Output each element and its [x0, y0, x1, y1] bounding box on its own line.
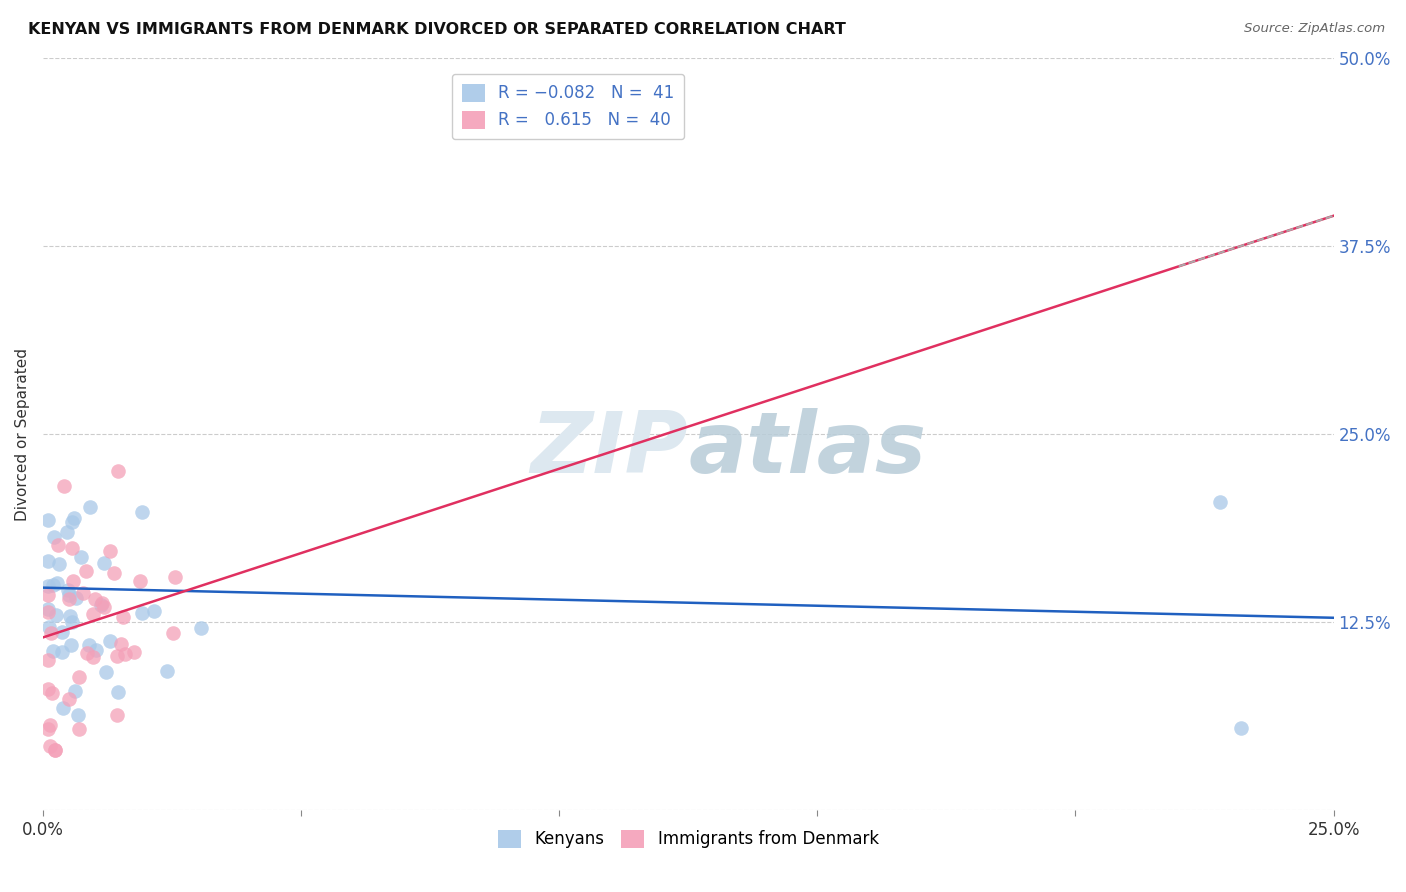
Point	[38, 620, 60, 634]
Point	[46, 538, 69, 552]
Point	[486, 111, 509, 125]
Point	[131, 606, 153, 620]
Point	[93, 599, 115, 614]
Point	[165, 570, 187, 584]
Point	[37, 554, 59, 568]
Point	[84, 643, 107, 657]
Point	[52, 479, 75, 493]
Point	[105, 708, 128, 723]
Point	[79, 500, 101, 515]
Point	[46, 575, 69, 590]
Point	[67, 670, 90, 684]
Point	[56, 525, 79, 540]
Y-axis label: Divorced or Separated: Divorced or Separated	[15, 348, 30, 521]
Point	[65, 591, 87, 605]
Text: Source: ZipAtlas.com: Source: ZipAtlas.com	[1244, 22, 1385, 36]
Point	[190, 621, 212, 635]
Point	[51, 624, 73, 639]
Point	[37, 652, 59, 666]
Point	[156, 664, 179, 678]
Point	[41, 686, 63, 700]
Point	[84, 592, 107, 607]
Point	[38, 717, 60, 731]
Point	[39, 626, 62, 640]
Point	[105, 648, 128, 663]
Point	[45, 608, 67, 623]
Point	[37, 579, 59, 593]
Point	[67, 722, 90, 736]
Point	[58, 588, 80, 602]
Point	[37, 588, 59, 602]
Point	[52, 700, 75, 714]
Point	[60, 541, 83, 555]
Point	[100, 634, 122, 648]
Point	[67, 707, 90, 722]
Legend: Kenyans, Immigrants from Denmark: Kenyans, Immigrants from Denmark	[491, 822, 886, 855]
Point	[93, 557, 115, 571]
Point	[48, 558, 70, 572]
Point	[107, 685, 129, 699]
Point	[60, 515, 83, 529]
Point	[112, 610, 135, 624]
Point	[82, 607, 104, 621]
Point	[162, 625, 184, 640]
Point	[1209, 495, 1232, 509]
Text: atlas: atlas	[689, 408, 927, 491]
Point	[56, 582, 79, 597]
Point	[37, 601, 59, 615]
Point	[62, 574, 84, 588]
Point	[72, 586, 94, 600]
Point	[42, 578, 65, 592]
Point	[58, 692, 80, 706]
Point	[58, 592, 80, 607]
Text: ZIP: ZIP	[530, 408, 689, 491]
Point	[51, 645, 73, 659]
Point	[37, 722, 59, 736]
Point	[70, 549, 93, 564]
Point	[63, 684, 86, 698]
Point	[131, 505, 153, 519]
Point	[38, 739, 60, 753]
Point	[1229, 721, 1251, 735]
Point	[37, 682, 59, 697]
Point	[142, 604, 165, 618]
Point	[89, 599, 111, 613]
Point	[75, 564, 97, 578]
Point	[42, 530, 65, 544]
Point	[103, 566, 125, 581]
Point	[122, 645, 145, 659]
Point	[90, 596, 112, 610]
Point	[44, 743, 66, 757]
Point	[37, 512, 59, 526]
Point	[77, 638, 100, 652]
Text: KENYAN VS IMMIGRANTS FROM DENMARK DIVORCED OR SEPARATED CORRELATION CHART: KENYAN VS IMMIGRANTS FROM DENMARK DIVORC…	[28, 22, 846, 37]
Point	[94, 665, 117, 680]
Point	[114, 647, 136, 661]
Point	[110, 637, 132, 651]
Point	[41, 644, 63, 658]
Point	[60, 638, 83, 652]
Point	[59, 609, 82, 624]
Point	[107, 464, 129, 478]
Point	[62, 510, 84, 524]
Point	[129, 574, 152, 588]
Point	[37, 605, 59, 619]
Point	[82, 649, 104, 664]
Point	[60, 615, 83, 629]
Point	[98, 544, 121, 558]
Point	[76, 646, 98, 660]
Point	[44, 743, 66, 757]
